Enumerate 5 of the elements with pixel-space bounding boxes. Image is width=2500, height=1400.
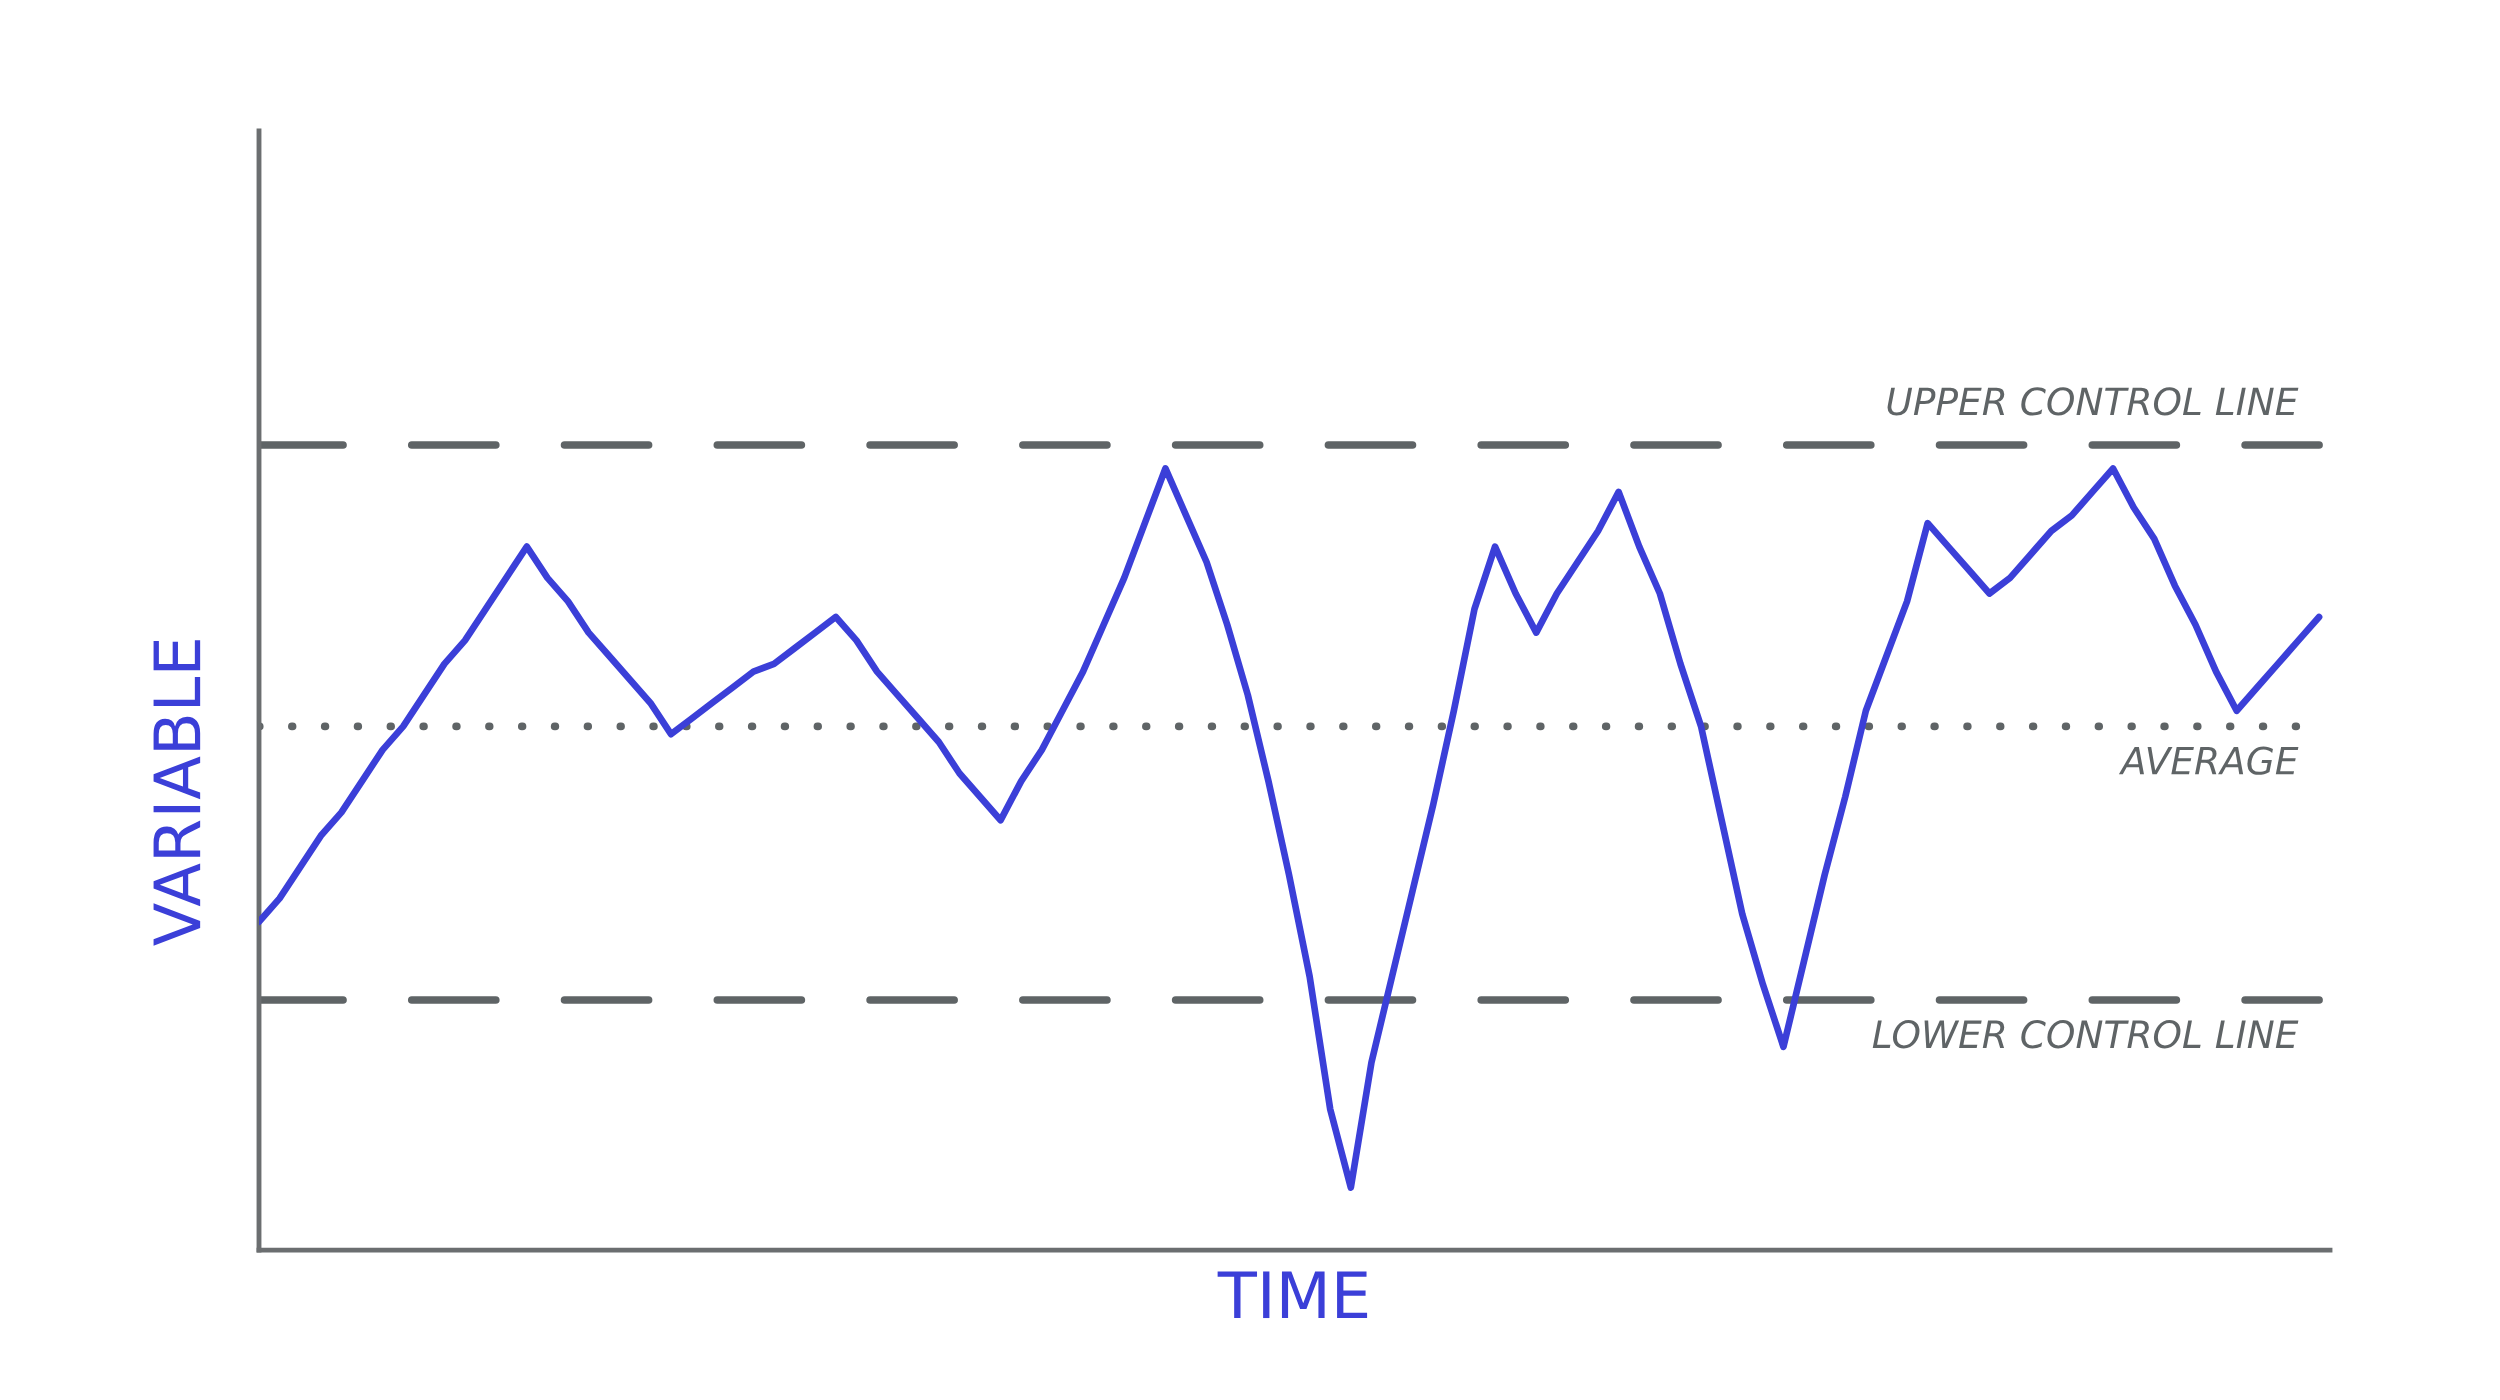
ref-line-label: AVERAGE xyxy=(2118,746,2299,775)
ref-line-label: LOWER CONTROL LINE xyxy=(1872,1020,2299,1049)
y-axis-title: VARIABLE xyxy=(153,640,201,946)
x-axis-title: TIME xyxy=(1217,1271,1368,1319)
ref-line-label: UPPER CONTROL LINE xyxy=(1887,387,2299,416)
